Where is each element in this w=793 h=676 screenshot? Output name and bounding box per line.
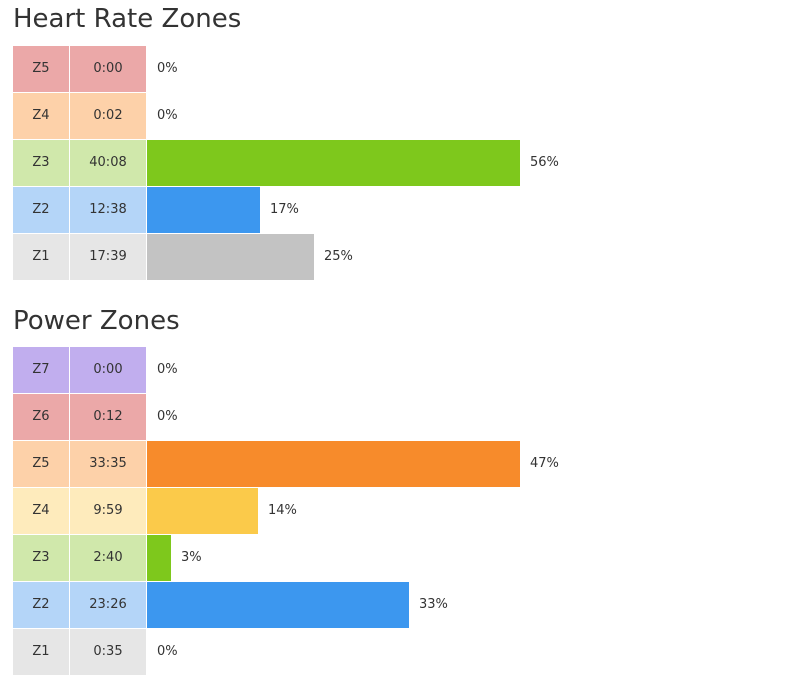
zone-time: 0:02 xyxy=(70,93,146,139)
zone-row: Z2 23:26 33% xyxy=(13,582,773,628)
heart-rate-zones-chart: Z5 0:00 0% Z4 0:02 0% Z3 40:08 56% Z2 12:38 17% Z1 17… xyxy=(13,46,773,281)
zone-row: Z2 12:38 17% xyxy=(13,187,773,233)
zone-bar xyxy=(147,234,314,280)
zone-time: 33:35 xyxy=(70,441,146,487)
zone-label: Z2 xyxy=(13,582,69,628)
zone-bar xyxy=(147,140,520,186)
zone-label: Z1 xyxy=(13,234,69,280)
zone-row: Z4 9:59 14% xyxy=(13,488,773,534)
zone-row: Z7 0:00 0% xyxy=(13,347,773,393)
zone-label: Z5 xyxy=(13,441,69,487)
zone-percent-label: 33% xyxy=(419,597,448,612)
zone-time: 17:39 xyxy=(70,234,146,280)
zone-bar xyxy=(147,488,258,534)
zone-label: Z5 xyxy=(13,46,69,92)
zone-time: 0:12 xyxy=(70,394,146,440)
zone-label: Z3 xyxy=(13,535,69,581)
zone-label: Z2 xyxy=(13,187,69,233)
zone-label: Z1 xyxy=(13,629,69,675)
zone-label: Z4 xyxy=(13,488,69,534)
zone-percent-label: 0% xyxy=(157,362,178,377)
zone-label: Z7 xyxy=(13,347,69,393)
zone-row: Z1 17:39 25% xyxy=(13,234,773,280)
zone-percent-label: 3% xyxy=(181,550,202,565)
zone-percent-label: 47% xyxy=(530,456,559,471)
zone-time: 0:00 xyxy=(70,347,146,393)
power-zones-title: Power Zones xyxy=(13,306,180,336)
zone-time: 2:40 xyxy=(70,535,146,581)
zone-row: Z3 2:40 3% xyxy=(13,535,773,581)
zone-time: 0:00 xyxy=(70,46,146,92)
zone-percent-label: 17% xyxy=(270,202,299,217)
zone-time: 9:59 xyxy=(70,488,146,534)
zone-row: Z5 33:35 47% xyxy=(13,441,773,487)
zone-percent-label: 0% xyxy=(157,61,178,76)
zone-bar xyxy=(147,535,171,581)
zone-percent-label: 25% xyxy=(324,249,353,264)
zone-time: 0:35 xyxy=(70,629,146,675)
zone-percent-label: 0% xyxy=(157,409,178,424)
zone-row: Z4 0:02 0% xyxy=(13,93,773,139)
zone-bar xyxy=(147,441,520,487)
zone-bar xyxy=(147,582,409,628)
zone-percent-label: 56% xyxy=(530,155,559,170)
heart-rate-zones-title: Heart Rate Zones xyxy=(13,4,242,34)
zone-row: Z3 40:08 56% xyxy=(13,140,773,186)
zone-row: Z5 0:00 0% xyxy=(13,46,773,92)
zone-time: 40:08 xyxy=(70,140,146,186)
zone-percent-label: 0% xyxy=(157,108,178,123)
zone-label: Z4 xyxy=(13,93,69,139)
zone-time: 23:26 xyxy=(70,582,146,628)
zone-percent-label: 14% xyxy=(268,503,297,518)
zone-time: 12:38 xyxy=(70,187,146,233)
zone-label: Z6 xyxy=(13,394,69,440)
zone-label: Z3 xyxy=(13,140,69,186)
power-zones-chart: Z7 0:00 0% Z6 0:12 0% Z5 33:35 47% Z4 9:59 14% Z3 2:4… xyxy=(13,347,773,676)
zone-bar xyxy=(147,187,260,233)
zone-row: Z1 0:35 0% xyxy=(13,629,773,675)
zone-row: Z6 0:12 0% xyxy=(13,394,773,440)
zone-percent-label: 0% xyxy=(157,644,178,659)
